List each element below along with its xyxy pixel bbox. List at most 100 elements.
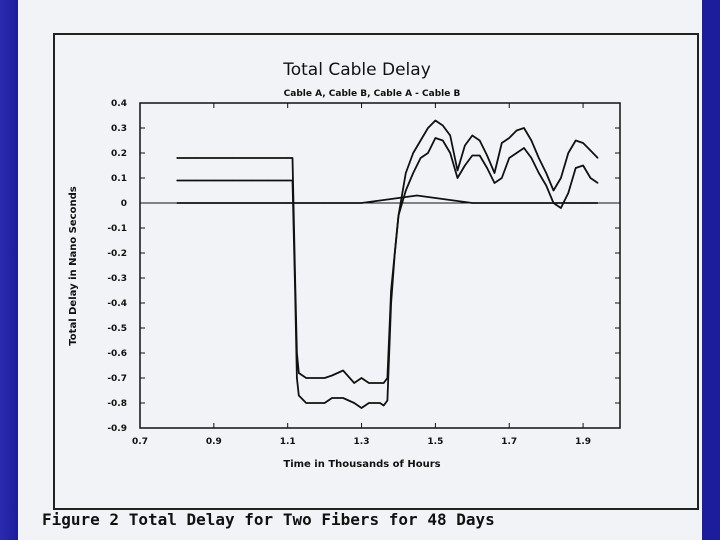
- series-2-point: [331, 397, 333, 399]
- series-line-2: [176, 137, 599, 409]
- series-2-point: [530, 157, 533, 159]
- y-tick-label: -0.3: [107, 274, 127, 284]
- x-axis-ticks: 0.7 0.9 1.1 1.3 1.5 1.7 1.9: [132, 103, 591, 447]
- series-2-point: [560, 207, 562, 209]
- x-tick-label: 0.9: [206, 437, 222, 447]
- series-2-point: [442, 139, 444, 142]
- series-1-point: [516, 129, 518, 132]
- series-2-point: [298, 394, 300, 397]
- series-2-point: [597, 182, 599, 184]
- series-1-point: [342, 369, 344, 372]
- y-tick-label: -0.6: [107, 349, 127, 359]
- series-3-point: [545, 202, 547, 204]
- series-3-point: [471, 202, 473, 204]
- series-2-point: [213, 179, 215, 182]
- series-2-point: [383, 404, 385, 407]
- series-3-point: [379, 199, 381, 202]
- series-1-point: [493, 172, 496, 174]
- series-3-point: [213, 202, 215, 204]
- series-1-point: [442, 124, 444, 127]
- scanned-figure-page: [18, 0, 702, 540]
- y-tick-label: 0.4: [111, 99, 127, 109]
- series-1-point: [479, 139, 481, 142]
- series-1-point: [456, 169, 459, 172]
- series-1-point: [324, 377, 326, 379]
- series-2-point: [486, 167, 488, 169]
- series-line-3: [176, 194, 598, 204]
- series-3-point: [287, 202, 289, 204]
- series-2-point: [287, 179, 289, 182]
- series-1-point: [597, 157, 599, 159]
- series-2-point: [353, 402, 355, 404]
- series-2-point: [464, 164, 466, 167]
- series-1-point: [316, 377, 318, 379]
- y-tick-label: -0.5: [107, 324, 127, 334]
- series-layer: [176, 119, 599, 409]
- series-1-point: [213, 157, 215, 159]
- series-1-point: [305, 377, 307, 379]
- y-tick-label: 0: [121, 199, 127, 209]
- x-tick-label: 1.3: [354, 437, 370, 447]
- series-2-point: [582, 164, 584, 167]
- series-2-point: [493, 182, 496, 184]
- series-1-point: [552, 189, 555, 192]
- series-2-point: [589, 177, 592, 179]
- plot-area: [139, 102, 621, 429]
- series-2-point: [405, 189, 407, 192]
- x-axis-label: Time in Thousands of Hours: [283, 459, 440, 470]
- series-1-point: [434, 119, 436, 122]
- series-1-point: [231, 157, 233, 159]
- series-2-point: [567, 192, 569, 194]
- series-2-point: [390, 302, 392, 304]
- series-1-point: [523, 127, 525, 129]
- series-3-point: [397, 197, 400, 199]
- series-2-point: [471, 154, 473, 157]
- y-tick-label: 0.1: [111, 174, 127, 184]
- series-1-point: [268, 157, 270, 159]
- series-1-point: [250, 157, 252, 159]
- series-3-point: [324, 202, 326, 204]
- series-1-point: [567, 152, 569, 154]
- series-2-point: [386, 399, 388, 402]
- series-2-point: [420, 157, 422, 159]
- figure-caption: Figure 2 Total Delay for Two Fibers for …: [42, 510, 495, 529]
- series-1-point: [545, 172, 547, 174]
- series-1-point: [291, 157, 294, 159]
- series-3-point: [360, 202, 363, 204]
- y-tick-label: -0.4: [107, 299, 127, 309]
- x-tick-label: 1.7: [501, 437, 517, 447]
- series-1-point: [298, 372, 300, 374]
- series-2-point: [523, 147, 525, 149]
- series-1-point: [538, 157, 540, 159]
- series-2-point: [291, 179, 294, 182]
- series-1-point: [582, 142, 584, 144]
- series-2-point: [397, 214, 400, 217]
- series-2-point: [575, 167, 577, 169]
- y-tick-label: 0.3: [111, 124, 127, 134]
- series-2-point: [508, 157, 510, 159]
- chart-subtitle: Cable A, Cable B, Cable A - Cable B: [284, 89, 461, 99]
- x-tick-label: 1.1: [280, 437, 296, 447]
- series-2-point: [250, 179, 252, 182]
- series-2-point: [324, 402, 326, 404]
- series-1-point: [530, 139, 533, 142]
- series-2-point: [368, 402, 370, 404]
- series-1-point: [575, 139, 577, 142]
- series-2-point: [316, 402, 318, 404]
- series-1-point: [471, 134, 473, 137]
- y-tick-label: -0.9: [107, 424, 127, 434]
- series-1-point: [420, 139, 422, 142]
- y-tick-label: -0.8: [107, 399, 127, 409]
- x-tick-label: 1.9: [575, 437, 591, 447]
- series-line-1: [176, 119, 599, 384]
- series-2-point: [305, 402, 307, 404]
- y-axis-label: Total Delay in Nano Seconds: [68, 186, 79, 345]
- y-tick-label: -0.7: [107, 374, 127, 384]
- series-2-point: [296, 377, 298, 379]
- series-1-point: [427, 127, 429, 129]
- series-2-point: [456, 177, 459, 179]
- series-2-point: [360, 407, 363, 409]
- figure-frame: [53, 33, 699, 510]
- series-1-point: [353, 382, 355, 384]
